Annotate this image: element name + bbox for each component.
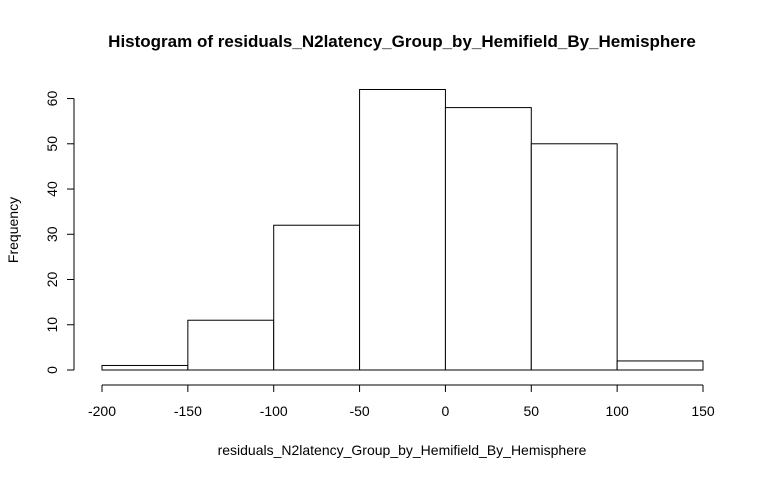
histogram-bar — [444, 107, 532, 371]
x-axis: -200 -150 -100 -50 0 50 100 150 — [88, 384, 715, 419]
x-axis-label: residuals_N2latency_Group_by_Hemifield_B… — [218, 442, 587, 458]
y-axis-label: Frequency — [5, 197, 21, 263]
y-tick-label: 20 — [44, 272, 60, 288]
x-tick-label: -200 — [88, 403, 116, 419]
histogram-bar — [101, 364, 189, 371]
histogram-bar — [273, 224, 361, 371]
y-tick-label: 30 — [44, 226, 60, 242]
y-tick-label: 40 — [44, 181, 60, 197]
histogram-bars — [101, 89, 704, 371]
x-tick-label: -150 — [174, 403, 202, 419]
chart-title: Histogram of residuals_N2latency_Group_b… — [108, 32, 696, 51]
y-tick-label: 50 — [44, 136, 60, 152]
x-tick-label: 0 — [442, 403, 450, 419]
histogram-bar — [359, 89, 446, 371]
x-tick-label: 150 — [691, 403, 715, 419]
y-axis: 0 10 20 30 40 50 60 — [44, 91, 75, 374]
y-tick-label: 0 — [44, 366, 60, 374]
y-tick-label: 10 — [44, 317, 60, 333]
x-tick-label: -100 — [260, 403, 288, 419]
histogram-bar — [187, 319, 275, 371]
x-tick-label: 100 — [605, 403, 629, 419]
y-tick-label: 60 — [44, 91, 60, 107]
histogram-bar — [530, 143, 618, 371]
histogram-bar — [616, 360, 704, 371]
x-tick-label: 50 — [523, 403, 539, 419]
x-tick-label: -50 — [349, 403, 369, 419]
